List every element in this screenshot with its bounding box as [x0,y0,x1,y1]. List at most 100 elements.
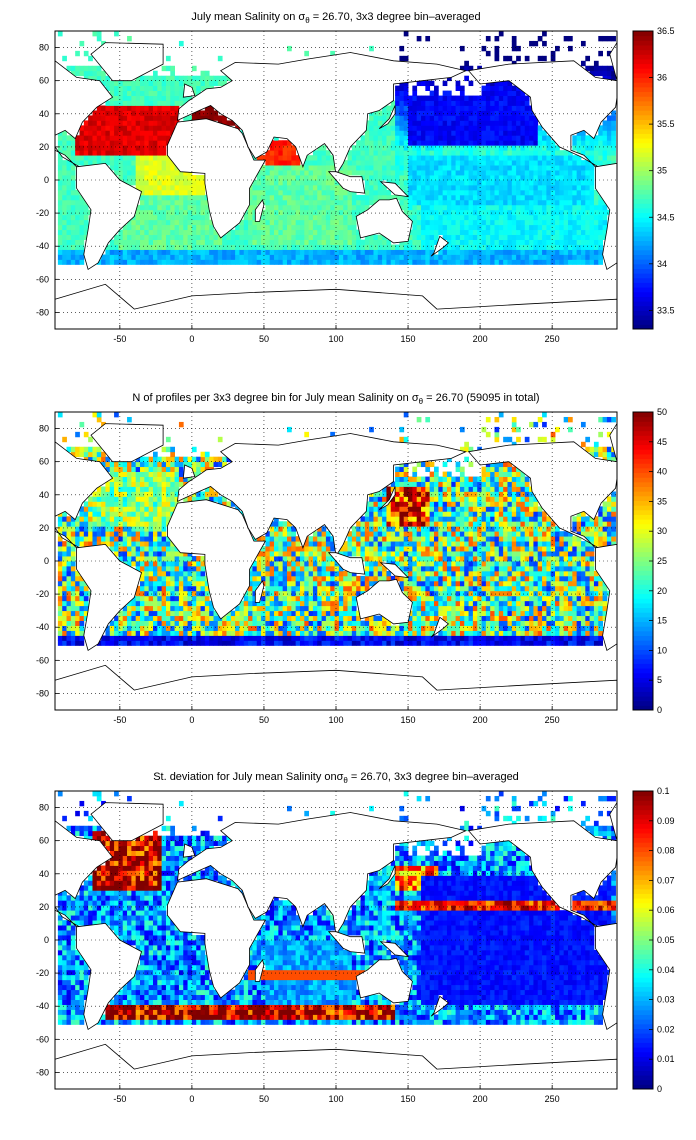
heatmap-cell [390,130,396,136]
heatmap-cell [75,194,80,201]
heatmap-cell [152,486,158,492]
heatmap-cell [235,234,240,240]
heatmap-cell [364,180,370,186]
heatmap-cell [66,551,72,557]
heatmap-cell [170,486,175,492]
heatmap-cell [157,140,163,146]
heatmap-cell [122,259,128,265]
heatmap-cell [537,130,543,136]
heatmap-cell [446,140,452,146]
heatmap-cell [494,165,500,171]
heatmap-cell [66,620,72,626]
heatmap-cell [209,239,214,245]
heatmap-cell [261,239,266,245]
heatmap-cell [83,150,89,156]
heatmap-cell [161,145,167,151]
heatmap-cell [403,95,409,101]
heatmap-cell [265,170,271,176]
heatmap-cell [472,105,478,111]
heatmap-cell [265,254,271,260]
heatmap-cell [369,145,374,151]
heatmap-cell [291,585,297,592]
heatmap-cell [57,412,63,418]
heatmap-cell [79,229,85,236]
heatmap-cell [191,180,197,186]
heatmap-cell [343,259,348,265]
heatmap-cell [278,585,284,592]
heatmap-cell [589,145,595,151]
heatmap-cell [144,209,150,216]
heatmap-cell [568,150,573,156]
heatmap-cell [282,145,288,151]
heatmap-cell [295,155,301,161]
heatmap-cell [559,150,565,156]
heatmap-cell [66,224,72,231]
heatmap-cell [481,110,487,116]
heatmap-cell [529,120,534,126]
heatmap-cell [140,556,145,562]
heatmap-cell [533,234,539,240]
heatmap-cell [589,254,595,260]
heatmap-cell [144,556,150,562]
heatmap-cell [520,209,526,216]
heatmap-cell [278,565,284,572]
heatmap-cell [498,229,504,236]
heatmap-cell [265,209,271,216]
heatmap-cell [507,259,513,265]
heatmap-cell [568,204,573,211]
heatmap-cell [572,135,578,141]
heatmap-cell [585,165,591,171]
heatmap-cell [287,259,292,265]
heatmap-cell [140,95,145,101]
heatmap-cell [589,204,595,211]
heatmap-cell [395,90,400,96]
heatmap-cell [170,456,175,463]
heatmap-cell [295,249,301,255]
heatmap-cell [373,259,379,265]
heatmap-cell [399,244,405,250]
heatmap-cell [593,70,599,77]
heatmap-cell [533,120,539,126]
heatmap-cell [174,635,180,641]
heatmap-cell [524,130,530,136]
heatmap-cell [533,224,539,231]
heatmap-cell [343,214,348,221]
heatmap-cell [477,110,482,116]
heatmap-cell [455,120,461,126]
heatmap-cell [321,199,327,206]
heatmap-cell [131,254,137,260]
heatmap-cell [196,630,201,636]
heatmap-cell [287,541,292,547]
heatmap-cell [295,640,301,646]
heatmap-cell [161,565,167,572]
heatmap-cell [278,175,284,181]
heatmap-cell [122,546,128,552]
heatmap-cell [282,630,288,636]
heatmap-cell [593,150,599,156]
colorbar-segment [633,166,653,172]
heatmap-cell [334,209,340,216]
heatmap-cell [511,244,517,250]
heatmap-cell [325,170,331,176]
heatmap-cell [152,605,158,612]
heatmap-cell [524,125,530,131]
heatmap-cell [144,204,150,211]
heatmap-cell [308,170,314,176]
heatmap-cell [377,234,383,240]
heatmap-cell [122,229,128,236]
heatmap-cell [135,526,141,532]
heatmap-cell [118,160,124,166]
heatmap-cell [66,575,72,582]
heatmap-cell [161,219,167,226]
heatmap-cell [200,456,206,463]
heatmap-cell [135,585,141,592]
heatmap-cell [57,145,63,151]
heatmap-cell [550,209,556,216]
heatmap-cell [140,491,145,497]
heatmap-cell [377,160,383,166]
heatmap-cell [101,150,106,156]
heatmap-cell [485,90,491,96]
heatmap-cell [114,31,119,37]
heatmap-cell [70,234,76,240]
heatmap-cell [79,65,85,72]
